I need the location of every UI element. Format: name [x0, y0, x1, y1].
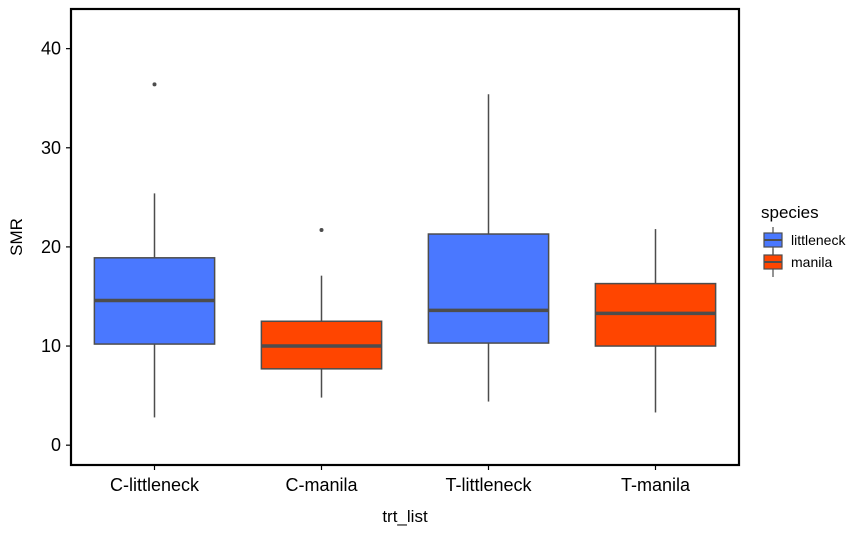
y-axis: 0 10 20 30 40 — [41, 39, 71, 455]
box-group-T-manila — [594, 229, 717, 413]
x-tick-label: C-littleneck — [110, 475, 200, 495]
box-iqr — [427, 233, 550, 344]
plot-layer — [93, 82, 717, 418]
legend-item-manila: manila — [763, 249, 832, 277]
outlier-point — [319, 228, 324, 233]
y-tick-label: 20 — [41, 237, 61, 257]
panel-background — [71, 9, 739, 465]
x-tick-label: T-manila — [621, 475, 691, 495]
box-group-C-littleneck — [93, 82, 216, 418]
y-axis-title: SMR — [7, 218, 26, 256]
legend: species littleneck manila — [761, 203, 846, 277]
y-tick-label: 40 — [41, 39, 61, 59]
box-group-T-littleneck — [427, 94, 550, 402]
x-axis: C-littleneck C-manila T-littleneck T-manila — [110, 465, 691, 495]
x-tick-label: T-littleneck — [445, 475, 532, 495]
legend-label: manila — [791, 254, 832, 270]
y-tick-label: 30 — [41, 138, 61, 158]
outlier-point — [152, 82, 157, 87]
panel-border — [69, 7, 741, 467]
legend-item-littleneck: littleneck — [763, 227, 846, 255]
y-tick-label: 0 — [51, 435, 61, 455]
x-tick-label: C-manila — [285, 475, 358, 495]
legend-label: littleneck — [791, 232, 846, 248]
legend-title: species — [761, 203, 819, 222]
y-tick-label: 10 — [41, 336, 61, 356]
box-group-C-manila — [260, 228, 383, 398]
x-axis-title: trt_list — [382, 507, 428, 526]
legend-items: littleneck manila — [763, 227, 846, 277]
